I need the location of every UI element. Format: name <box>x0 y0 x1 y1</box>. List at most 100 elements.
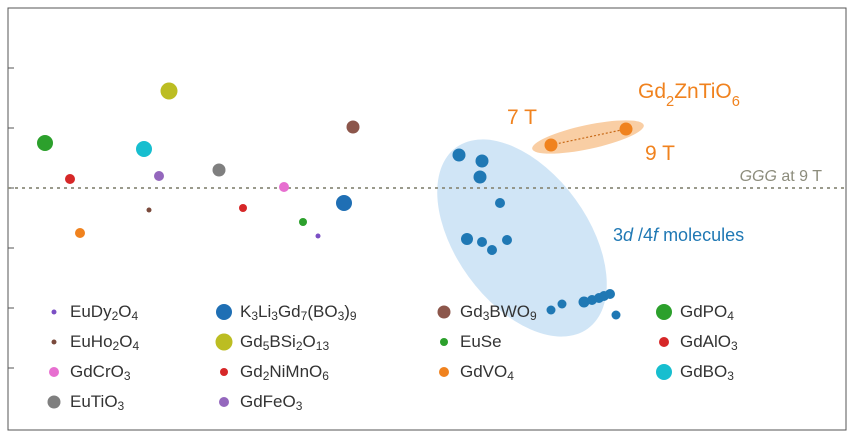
point-gd2zntio6-0 <box>544 138 558 152</box>
legend-dot-gdfeo3 <box>219 397 229 407</box>
point-k3li3gd7-bo3-9-0 <box>336 195 352 211</box>
legend-marker-gdvo4 <box>439 367 449 377</box>
gd2zntio6-connector <box>550 128 627 146</box>
legend-dot-gdcro3 <box>49 367 59 377</box>
ggg-label-rest: at 9 T <box>777 168 822 185</box>
point-gdbo3-0 <box>136 141 152 157</box>
point-3d-4f-molecules-4 <box>461 233 473 245</box>
legend-label-gdfeo3: GdFeO3 <box>240 391 303 413</box>
gd2zntio6-label-part-0: Gd <box>638 80 666 103</box>
legend-dot-gdpo4 <box>656 304 672 320</box>
legend-item-gdbo3: GdBO3 <box>650 358 734 386</box>
legend-marker-euho2o4 <box>51 339 57 345</box>
point-3d-4f-molecules-2 <box>473 170 487 184</box>
plot-border <box>7 7 847 431</box>
legend-label-k3li3gd7-bo3-9: K3Li3Gd7(BO3)9 <box>240 301 357 323</box>
point-3d-4f-molecules-3 <box>495 198 505 208</box>
legend-dot-gdalo3 <box>659 337 669 347</box>
molecules-label-part-1: d <box>623 225 634 245</box>
molecules-label-part-2: /4 <box>633 225 653 245</box>
molecules-label-part-3: f <box>653 225 660 245</box>
point-3d-4f-molecules-0 <box>452 148 466 162</box>
legend-marker-eudy2o4 <box>51 309 57 315</box>
legend-item-k3li3gd7-bo3-9: K3Li3Gd7(BO3)9 <box>210 298 357 326</box>
field-7t-label: 7 T <box>507 106 537 129</box>
point-gd2nimno6-0 <box>239 204 247 212</box>
legend-marker-eutio3 <box>47 395 61 409</box>
point-3d-4f-molecules-6 <box>487 245 497 255</box>
legend-label-gd3bwo9: Gd3BWO9 <box>460 301 537 323</box>
legend-label-gdalo3: GdAlO3 <box>680 331 738 353</box>
legend-marker-gd5bsi2o13 <box>215 333 233 351</box>
legend-dot-gd5bsi2o13 <box>215 333 233 351</box>
legend-marker-k3li3gd7-bo3-9 <box>216 304 232 320</box>
legend-dot-euho2o4 <box>51 339 57 345</box>
point-3d-4f-molecules-10 <box>578 296 590 308</box>
legend-marker-gdalo3 <box>659 337 669 347</box>
legend-item-eudy2o4: EuDy2O4 <box>40 298 138 326</box>
point-3d-4f-molecules-8 <box>546 305 556 315</box>
legend-label-gdpo4: GdPO4 <box>680 301 734 323</box>
legend-dot-eutio3 <box>47 395 61 409</box>
point-gd3bwo9-0 <box>346 120 360 134</box>
legend-item-eutio3: EuTiO3 <box>40 388 124 416</box>
legend-marker-gd2nimno6 <box>220 368 228 376</box>
legend-label-gd5bsi2o13: Gd5BSi2O13 <box>240 331 330 353</box>
point-eudy2o4-0 <box>315 233 321 239</box>
molecules-label-part-4: molecules <box>658 225 744 245</box>
legend-item-gd3bwo9: Gd3BWO9 <box>430 298 537 326</box>
legend-item-gdcro3: GdCrO3 <box>40 358 131 386</box>
legend-dot-k3li3gd7-bo3-9 <box>216 304 232 320</box>
molecules-label: 3d /4f molecules <box>613 225 744 245</box>
legend-dot-eudy2o4 <box>51 309 57 315</box>
point-gd5bsi2o13-0 <box>160 82 178 100</box>
legend-item-euho2o4: EuHo2O4 <box>40 328 139 356</box>
legend-item-gdpo4: GdPO4 <box>650 298 734 326</box>
legend-marker-gd3bwo9 <box>437 305 451 319</box>
legend-label-gdcro3: GdCrO3 <box>70 361 131 383</box>
point-gdfeo3-0 <box>154 171 164 181</box>
legend-item-gdalo3: GdAlO3 <box>650 328 738 356</box>
point-gdalo3-0 <box>65 174 75 184</box>
point-euho2o4-0 <box>146 207 152 213</box>
legend-label-eudy2o4: EuDy2O4 <box>70 301 139 323</box>
molecules-label-part-0: 3 <box>613 225 623 245</box>
point-3d-4f-molecules-9 <box>557 299 567 309</box>
legend-marker-euse <box>440 338 448 346</box>
gd2zntio6-label-part-2: ZnTiO <box>674 80 732 103</box>
legend-marker-gdcro3 <box>49 367 59 377</box>
point-gdpo4-0 <box>37 135 53 151</box>
legend-label-gd2nimno6: Gd2NiMnO6 <box>240 361 329 383</box>
ggg-label-italic: GGG <box>740 168 777 185</box>
legend-dot-gd3bwo9 <box>437 305 451 319</box>
reference-line: GGG at 9 T <box>8 168 846 189</box>
legend-label-eutio3: EuTiO3 <box>70 391 125 413</box>
legend-label-euho2o4: EuHo2O4 <box>70 331 140 353</box>
legend-item-euse: EuSe <box>430 328 502 356</box>
data-points <box>37 82 633 320</box>
point-3d-4f-molecules-15 <box>611 310 621 320</box>
point-3d-4f-molecules-14 <box>605 289 615 299</box>
point-gdvo4-0 <box>75 228 85 238</box>
legend-item-gd2nimno6: Gd2NiMnO6 <box>210 358 329 386</box>
point-3d-4f-molecules-5 <box>477 237 487 247</box>
annotations: Gd2ZnTiO6 7 T 9 T 3d /4f molecules <box>507 80 744 245</box>
point-gdcro3-0 <box>279 182 289 192</box>
legend-item-gdfeo3: GdFeO3 <box>210 388 302 416</box>
point-gd2zntio6-1 <box>619 122 633 136</box>
legend-marker-gdpo4 <box>656 304 672 320</box>
point-3d-4f-molecules-1 <box>475 154 489 168</box>
legend-label-euse: EuSe <box>460 332 502 351</box>
legend-dot-gdvo4 <box>439 367 449 377</box>
point-euse-0 <box>299 218 307 226</box>
legend-label-gdbo3: GdBO3 <box>680 361 734 383</box>
legend-dot-gd2nimno6 <box>220 368 228 376</box>
plot-frame <box>7 7 847 431</box>
legend-marker-gdbo3 <box>656 364 672 380</box>
field-9t-label: 9 T <box>645 142 675 165</box>
legend-marker-gdfeo3 <box>219 397 229 407</box>
point-eutio3-0 <box>212 163 226 177</box>
legend-item-gd5bsi2o13: Gd5BSi2O13 <box>210 328 329 356</box>
legend-dot-euse <box>440 338 448 346</box>
